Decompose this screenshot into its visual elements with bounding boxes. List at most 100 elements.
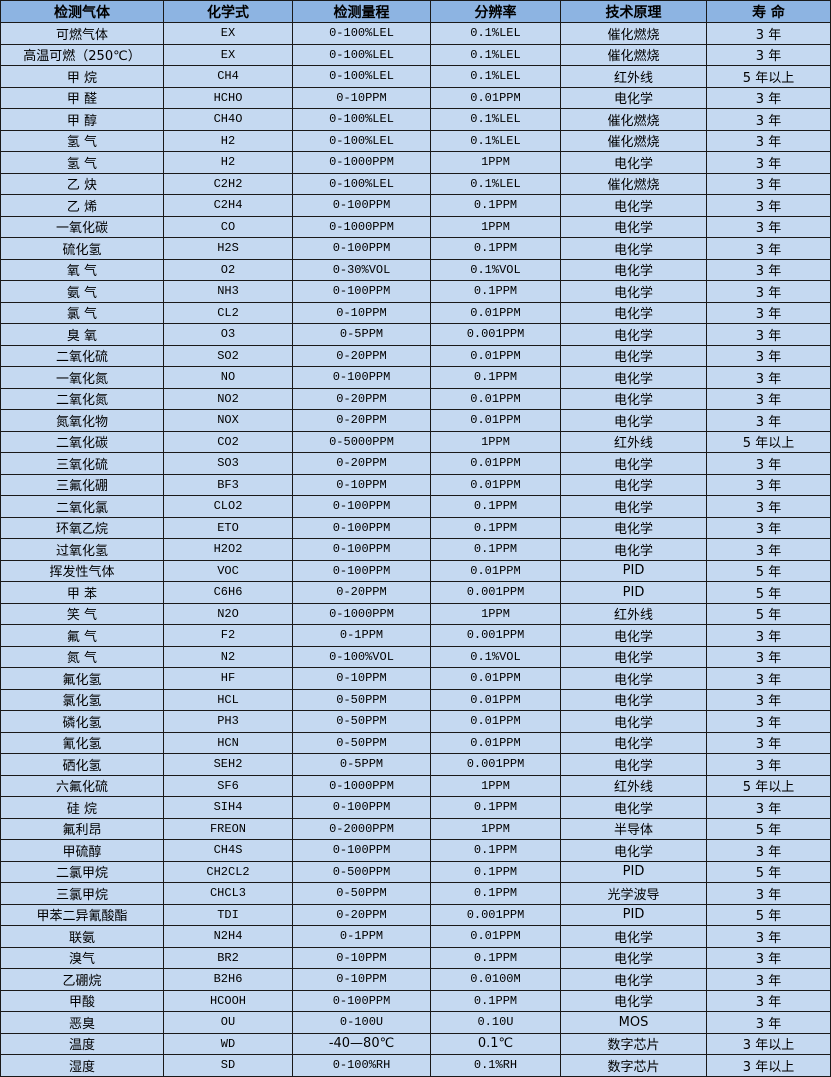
range-cell: 0-100%VOL	[292, 645, 431, 668]
resolution-cell: 0.1%LEL	[430, 22, 561, 45]
gas-cell: 甲 烷	[0, 65, 164, 88]
resolution-cell: 0.1%RH	[430, 1054, 561, 1077]
lifespan-cell: 3 年	[706, 194, 831, 217]
lifespan-cell: 5 年以上	[706, 774, 831, 797]
formula-cell: NO2	[163, 387, 293, 410]
table-row: 甲 醇 CH4O 0-100%LEL 0.1%LEL 催化燃烧 3 年	[0, 108, 831, 131]
range-cell: 0-100%RH	[292, 1054, 431, 1077]
range-cell: 0-5PPM	[292, 323, 431, 346]
gas-cell: 氰化氢	[0, 731, 164, 754]
gas-cell: 三氧化硫	[0, 452, 164, 475]
lifespan-cell: 3 年	[706, 968, 831, 991]
gas-cell: 二氧化氯	[0, 495, 164, 518]
range-cell: 0-500PPM	[292, 860, 431, 883]
gas-cell: 甲苯二异氰酸酯	[0, 903, 164, 926]
principle-cell: 电化学	[560, 688, 707, 711]
lifespan-cell: 3 年	[706, 43, 831, 66]
resolution-cell: 1PPM	[430, 215, 561, 238]
resolution-cell: 0.01PPM	[430, 710, 561, 733]
table-row: 二氧化氯 CLO2 0-100PPM 0.1PPM 电化学 3 年	[0, 495, 831, 518]
gas-cell: 三氟化硼	[0, 473, 164, 496]
table-row: 甲 烷 CH4 0-100%LEL 0.1%LEL 红外线 5 年以上	[0, 65, 831, 88]
table-row: 湿度 SD 0-100%RH 0.1%RH 数字芯片 3 年以上	[0, 1054, 831, 1077]
formula-cell: C6H6	[163, 581, 293, 604]
table-row: 可燃气体 EX 0-100%LEL 0.1%LEL 催化燃烧 3 年	[0, 22, 831, 45]
table-row: 氨 气 NH3 0-100PPM 0.1PPM 电化学 3 年	[0, 280, 831, 303]
resolution-cell: 0.01PPM	[430, 301, 561, 324]
formula-cell: SO3	[163, 452, 293, 475]
formula-cell: HF	[163, 667, 293, 690]
resolution-cell: 0.01PPM	[430, 409, 561, 432]
resolution-cell: 1PPM	[430, 602, 561, 625]
lifespan-cell: 3 年	[706, 645, 831, 668]
table-row: 氮氧化物 NOX 0-20PPM 0.01PPM 电化学 3 年	[0, 409, 831, 432]
gas-cell: 可燃气体	[0, 22, 164, 45]
range-cell: 0-20PPM	[292, 409, 431, 432]
formula-cell: CL2	[163, 301, 293, 324]
principle-cell: 红外线	[560, 774, 707, 797]
resolution-cell: 0.1%VOL	[430, 645, 561, 668]
gas-cell: 甲 醇	[0, 108, 164, 131]
resolution-cell: 0.1%LEL	[430, 172, 561, 195]
resolution-cell: 1PPM	[430, 430, 561, 453]
gas-cell: 硫化氢	[0, 237, 164, 260]
resolution-cell: 0.01PPM	[430, 559, 561, 582]
formula-cell: EX	[163, 22, 293, 45]
lifespan-cell: 5 年	[706, 581, 831, 604]
resolution-cell: 1PPM	[430, 151, 561, 174]
range-cell: 0-100PPM	[292, 559, 431, 582]
range-cell: 0-100%LEL	[292, 129, 431, 152]
lifespan-cell: 3 年	[706, 538, 831, 561]
principle-cell: 电化学	[560, 645, 707, 668]
table-row: 氰化氢 HCN 0-50PPM 0.01PPM 电化学 3 年	[0, 731, 831, 754]
gas-cell: 甲硫醇	[0, 839, 164, 862]
formula-cell: WD	[163, 1032, 293, 1055]
table-row: 氟利昂 FREON 0-2000PPM 1PPM 半导体 5 年	[0, 817, 831, 840]
range-cell: 0-100PPM	[292, 989, 431, 1012]
range-cell: 0-1000PPM	[292, 602, 431, 625]
formula-cell: FREON	[163, 817, 293, 840]
lifespan-cell: 3 年	[706, 452, 831, 475]
resolution-cell: 0.1%LEL	[430, 108, 561, 131]
gas-cell: 氮氧化物	[0, 409, 164, 432]
range-cell: 0-10PPM	[292, 473, 431, 496]
principle-cell: 光学波导	[560, 882, 707, 905]
principle-cell: 电化学	[560, 258, 707, 281]
gas-cell: 甲酸	[0, 989, 164, 1012]
principle-cell: 电化学	[560, 301, 707, 324]
principle-cell: 电化学	[560, 387, 707, 410]
principle-cell: 电化学	[560, 151, 707, 174]
range-cell: 0-10PPM	[292, 968, 431, 991]
principle-cell: 电化学	[560, 473, 707, 496]
header-resolution: 分辨率	[430, 0, 561, 23]
resolution-cell: 0.1%VOL	[430, 258, 561, 281]
table-row: 二氧化硫 SO2 0-20PPM 0.01PPM 电化学 3 年	[0, 344, 831, 367]
gas-cell: 硒化氢	[0, 753, 164, 776]
lifespan-cell: 3 年	[706, 280, 831, 303]
table-row: 联氨 N2H4 0-1PPM 0.01PPM 电化学 3 年	[0, 925, 831, 948]
header-row: 检测气体 化学式 检测量程 分辨率 技术原理 寿 命	[0, 0, 831, 23]
formula-cell: B2H6	[163, 968, 293, 991]
resolution-cell: 0.0100M	[430, 968, 561, 991]
gas-cell: 笑 气	[0, 602, 164, 625]
resolution-cell: 0.1PPM	[430, 237, 561, 260]
table-row: 笑 气 N2O 0-1000PPM 1PPM 红外线 5 年	[0, 602, 831, 625]
principle-cell: 电化学	[560, 237, 707, 260]
principle-cell: 红外线	[560, 65, 707, 88]
lifespan-cell: 3 年	[706, 624, 831, 647]
table-row: 过氧化氢 H2O2 0-100PPM 0.1PPM 电化学 3 年	[0, 538, 831, 561]
gas-cell: 氧 气	[0, 258, 164, 281]
resolution-cell: 0.1℃	[430, 1032, 561, 1055]
resolution-cell: 0.1PPM	[430, 516, 561, 539]
resolution-cell: 0.1%LEL	[430, 65, 561, 88]
header-lifespan: 寿 命	[706, 0, 831, 23]
formula-cell: H2S	[163, 237, 293, 260]
resolution-cell: 0.1PPM	[430, 194, 561, 217]
range-cell: 0-20PPM	[292, 903, 431, 926]
range-cell: 0-10PPM	[292, 667, 431, 690]
resolution-cell: 0.01PPM	[430, 667, 561, 690]
formula-cell: N2	[163, 645, 293, 668]
principle-cell: 电化学	[560, 86, 707, 109]
table-row: 高温可燃（250℃） EX 0-100%LEL 0.1%LEL 催化燃烧 3 年	[0, 43, 831, 66]
lifespan-cell: 5 年	[706, 860, 831, 883]
